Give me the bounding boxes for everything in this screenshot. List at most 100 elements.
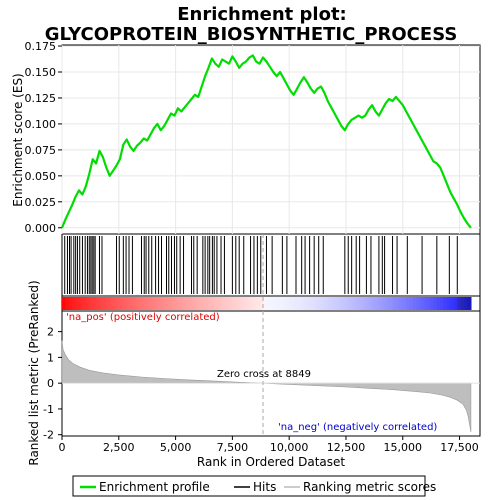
gradient-segment bbox=[372, 297, 377, 310]
gradient-segment bbox=[239, 297, 244, 310]
gradient-segment bbox=[171, 297, 176, 310]
gradient-segment bbox=[416, 297, 421, 310]
ranking-metric-area bbox=[61, 340, 472, 433]
gradient-segment bbox=[467, 297, 472, 310]
gradient-segment bbox=[256, 297, 261, 310]
gradient-segment bbox=[327, 297, 332, 310]
gradient-segment bbox=[232, 297, 237, 310]
gradient-segment bbox=[358, 297, 363, 310]
gradient-segment bbox=[392, 297, 397, 310]
gradient-segment bbox=[242, 297, 247, 310]
gradient-segment bbox=[92, 297, 97, 310]
gradient-segment bbox=[133, 297, 138, 310]
gradient-segment bbox=[75, 297, 80, 310]
gradient-segment bbox=[259, 297, 264, 310]
gradient-segment bbox=[263, 297, 268, 310]
gradient-segment bbox=[191, 297, 196, 310]
gradient-segment bbox=[150, 297, 155, 310]
chart-title-line-1: Enrichment plot: bbox=[177, 4, 347, 25]
x-tick-label: 17,500 bbox=[440, 441, 479, 454]
gradient-segment bbox=[280, 297, 285, 310]
gradient-segment bbox=[147, 297, 152, 310]
gradient-segment bbox=[283, 297, 288, 310]
gradient-segment bbox=[119, 297, 124, 310]
gradient-segment bbox=[218, 297, 223, 310]
gradient-segment bbox=[211, 297, 216, 310]
gradient-segment bbox=[399, 297, 404, 310]
gradient-segment bbox=[314, 297, 319, 310]
gradient-segment bbox=[235, 297, 240, 310]
gradient-segment bbox=[68, 297, 73, 310]
gradient-segment bbox=[457, 297, 462, 310]
gradient-segment bbox=[164, 297, 169, 310]
gradient-segment bbox=[375, 297, 380, 310]
gradient-segment bbox=[249, 297, 254, 310]
gradient-segment bbox=[109, 297, 114, 310]
gradient-segment bbox=[324, 297, 329, 310]
gradient-segment bbox=[297, 297, 302, 310]
gradient-segment bbox=[140, 297, 145, 310]
gradient-segment bbox=[419, 297, 424, 310]
ranked-x-axis: 0 2,500 5,000 7,500 10,000 12,500 15,000 17,500 bbox=[59, 436, 479, 454]
legend: Enrichment profile Hits Ranking metric s… bbox=[72, 475, 436, 497]
x-tick-label: 10,000 bbox=[270, 441, 309, 454]
hits-layer bbox=[64, 236, 458, 294]
gradient-segment bbox=[269, 297, 274, 310]
gradient-segment bbox=[123, 297, 128, 310]
gradient-segment bbox=[395, 297, 400, 310]
gradient-segment bbox=[368, 297, 373, 310]
es-panel bbox=[61, 44, 481, 235]
chart-title-line-2: GLYCOPROTEIN_BIOSYNTHETIC_PROCESS bbox=[45, 24, 458, 45]
rl-ytick-label: 0 bbox=[47, 377, 54, 390]
gradient-segment bbox=[426, 297, 431, 310]
pos-label: 'na_pos' (positively correlated) bbox=[66, 312, 220, 323]
x-tick-label: 0 bbox=[59, 441, 66, 454]
x-tick-label: 5,000 bbox=[160, 441, 192, 454]
gradient-segment bbox=[167, 297, 172, 310]
gradient-segment bbox=[208, 297, 213, 310]
gradient-segment bbox=[126, 297, 131, 310]
gradient-layer bbox=[62, 297, 472, 310]
gradient-segment bbox=[341, 297, 346, 310]
x-tick-label: 12,500 bbox=[327, 441, 366, 454]
gradient-segment bbox=[382, 297, 387, 310]
gradient-segment bbox=[72, 297, 77, 310]
gradient-segment bbox=[181, 297, 186, 310]
gradient-segment bbox=[225, 297, 230, 310]
gradient-segment bbox=[378, 297, 383, 310]
rl-ytick-label: -2 bbox=[43, 429, 54, 442]
gradient-segment bbox=[433, 297, 438, 310]
gradient-segment bbox=[430, 297, 435, 310]
gradient-segment bbox=[460, 297, 465, 310]
gradient-segment bbox=[222, 297, 227, 310]
gradient-segment bbox=[177, 297, 182, 310]
rl-ytick-label: 2 bbox=[47, 326, 54, 339]
gradient-segment bbox=[252, 297, 257, 310]
legend-box bbox=[72, 475, 426, 497]
legend-hits-label: Hits bbox=[253, 480, 276, 494]
gradient-segment bbox=[389, 297, 394, 310]
enrichment-profile-line bbox=[60, 54, 472, 229]
gradient-segment bbox=[423, 297, 428, 310]
gradient-segment bbox=[273, 297, 278, 310]
x-tick-label: 2,500 bbox=[103, 441, 135, 454]
gradient-segment bbox=[355, 297, 360, 310]
gradient-segment bbox=[188, 297, 193, 310]
es-grid bbox=[61, 45, 480, 234]
gradient-segment bbox=[402, 297, 407, 310]
gradient-segment bbox=[136, 297, 141, 310]
gradient-segment bbox=[184, 297, 189, 310]
gradient-segment bbox=[79, 297, 84, 310]
gradient-segment bbox=[276, 297, 281, 310]
gradient-segment bbox=[96, 297, 101, 310]
gradient-segment bbox=[440, 297, 445, 310]
gradient-segment bbox=[246, 297, 251, 310]
metric-layer bbox=[61, 234, 480, 436]
gradient-segment bbox=[351, 297, 356, 310]
gradient-segment bbox=[450, 297, 455, 310]
gradient-segment bbox=[303, 297, 308, 310]
gradient-segment bbox=[143, 297, 148, 310]
es-ytick-label: 0.125 bbox=[25, 92, 57, 105]
gradient-segment bbox=[157, 297, 162, 310]
